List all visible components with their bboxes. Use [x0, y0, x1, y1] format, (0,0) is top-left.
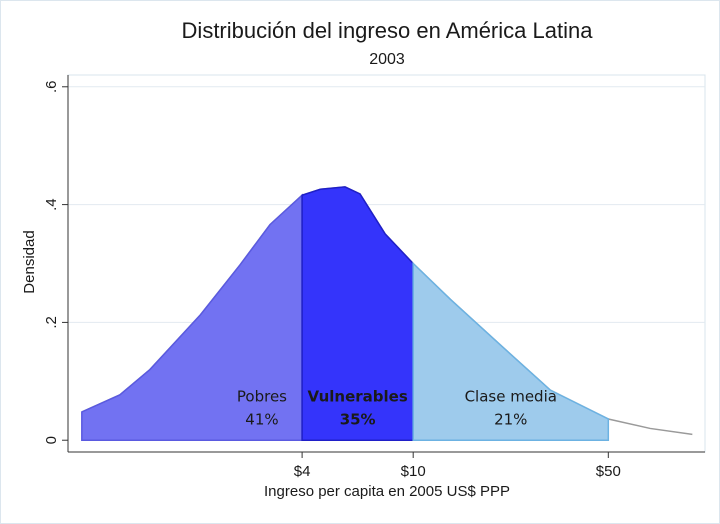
y-tick-label: 0 — [43, 436, 60, 444]
region-share: 35% — [340, 411, 376, 429]
region-name: Clase media — [465, 388, 557, 406]
chart-subtitle: 2003 — [369, 51, 405, 68]
y-tick-label: .2 — [43, 316, 60, 329]
y-axis-title: Densidad — [21, 230, 38, 293]
x-tick-label: $4 — [294, 463, 311, 480]
chart-title: Distribución del ingreso en América Lati… — [182, 18, 594, 43]
region-name: Vulnerables — [308, 388, 408, 406]
x-axis-title: Ingreso per capita en 2005 US$ PPP — [264, 483, 510, 500]
region-share: 21% — [494, 411, 527, 429]
region-name: Pobres — [237, 388, 287, 406]
x-tick-label: $50 — [596, 463, 621, 480]
region-area — [412, 261, 610, 441]
region-share: 41% — [245, 411, 278, 429]
y-tick-label: .6 — [43, 81, 60, 94]
x-tick-label: $10 — [401, 463, 426, 480]
y-tick-label: .4 — [43, 198, 60, 211]
